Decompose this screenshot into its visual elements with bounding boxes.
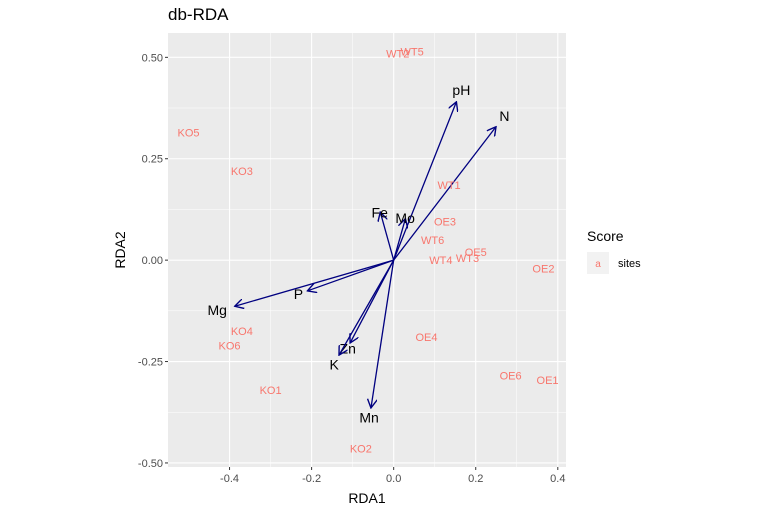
site-label-ko3: KO3 bbox=[231, 166, 253, 178]
y-tick-label: 0.00 bbox=[142, 255, 163, 267]
x-tick-label: 0.0 bbox=[386, 473, 401, 485]
site-label-wt6: WT6 bbox=[421, 235, 444, 247]
legend-key-glyph: a bbox=[595, 259, 601, 270]
y-tick-label: 0.50 bbox=[142, 52, 163, 64]
site-label-ko2: KO2 bbox=[350, 444, 372, 456]
x-tick-label: 0.2 bbox=[468, 473, 483, 485]
site-label-oe6: OE6 bbox=[500, 371, 522, 383]
site-label-ko6: KO6 bbox=[219, 340, 241, 352]
vector-arrow-n bbox=[393, 128, 496, 261]
site-label-wt4: WT4 bbox=[429, 255, 452, 267]
x-tick-label: 0.4 bbox=[550, 473, 565, 485]
vector-arrow-fe bbox=[381, 213, 395, 261]
y-tick-label: 0.25 bbox=[142, 154, 163, 166]
site-label-oe2: OE2 bbox=[532, 263, 554, 275]
plot-panel bbox=[168, 33, 566, 467]
vector-arrow-mg bbox=[236, 259, 394, 306]
site-label-oe1: OE1 bbox=[537, 375, 559, 387]
vector-label-mo: Mo bbox=[395, 210, 415, 226]
y-tick-label: -0.50 bbox=[138, 458, 163, 470]
y-tick-label: -0.25 bbox=[138, 357, 163, 369]
vector-arrow-p bbox=[308, 259, 394, 290]
vector-label-p: P bbox=[294, 286, 303, 302]
y-axis-title: RDA2 bbox=[112, 231, 128, 269]
vector-label-zn: Zn bbox=[340, 341, 356, 357]
vector-arrow-ph bbox=[393, 103, 456, 261]
vector-label-n: N bbox=[499, 108, 509, 124]
site-label-wt5: WT5 bbox=[401, 46, 424, 58]
site-label-oe4: OE4 bbox=[415, 332, 437, 344]
grid-lines bbox=[168, 33, 566, 467]
vector-label-mn: Mn bbox=[359, 410, 378, 426]
legend-title: Score bbox=[587, 228, 624, 244]
vector-arrow-mn bbox=[371, 260, 395, 407]
x-tick-label: -0.4 bbox=[220, 473, 239, 485]
vector-label-k: K bbox=[330, 356, 340, 372]
site-label-ko4: KO4 bbox=[231, 326, 253, 338]
site-label-wt2: WT2 bbox=[386, 48, 409, 60]
legend-key bbox=[587, 252, 609, 274]
site-label-wt1: WT1 bbox=[437, 180, 460, 192]
x-axis-title: RDA1 bbox=[348, 490, 386, 506]
legend-item-label: sites bbox=[618, 258, 641, 270]
vector-label-mg: Mg bbox=[208, 302, 227, 318]
site-label-oe5: OE5 bbox=[465, 247, 487, 259]
vector-arrow-k bbox=[340, 259, 395, 354]
site-label-wt3: WT3 bbox=[456, 253, 479, 265]
vector-label-fe: Fe bbox=[372, 204, 389, 220]
plot-title: db-RDA bbox=[168, 5, 229, 24]
x-tick-label: -0.2 bbox=[302, 473, 321, 485]
axis-ticks: -0.4 -0.2 0.0 0.2 0.4 -0.50 -0.25 0.00 0.25 0.50 bbox=[138, 52, 566, 485]
legend: Score a sites bbox=[587, 228, 641, 274]
vector-arrow-mo bbox=[393, 220, 405, 261]
environment-vectors: pH N Fe Mo Mg P ZnK Mn bbox=[208, 82, 510, 426]
site-label-ko1: KO1 bbox=[260, 385, 282, 397]
vector-label-ph: pH bbox=[452, 82, 470, 98]
site-label-oe3: OE3 bbox=[434, 217, 456, 229]
site-label-ko5: KO5 bbox=[178, 127, 200, 139]
